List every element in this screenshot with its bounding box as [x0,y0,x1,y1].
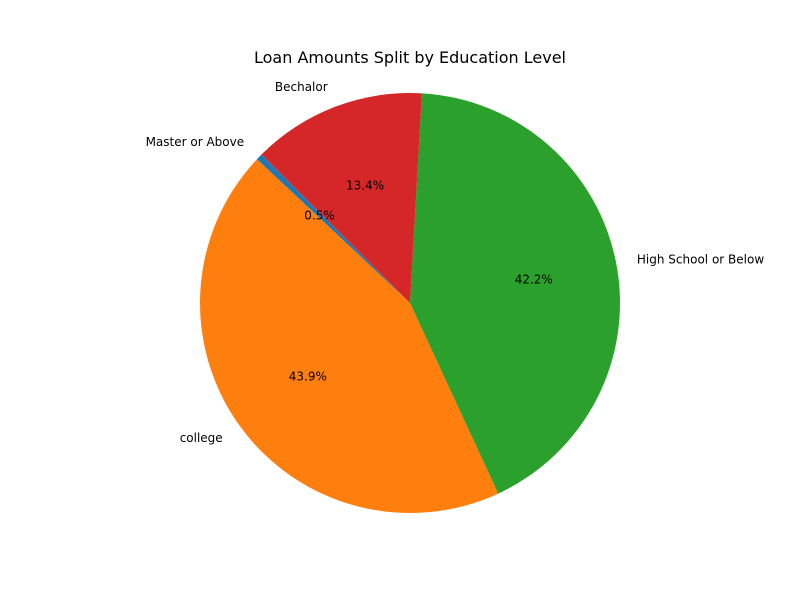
pie-slice-high-school-or-below [410,93,620,494]
slice-label-bechalor: Bechalor [275,80,328,94]
slice-label-master-or-above: Master or Above [146,135,245,149]
pct-label-high-school-or-below: 42.2% [515,272,553,286]
pie-slice-college [199,159,499,513]
pie-slices [199,93,620,513]
pct-label-master-or-above: 0.5% [304,208,335,222]
pie-slice-bechalor [261,93,422,303]
slice-label-high-school-or-below: High School or Below [637,253,764,267]
pct-label-bechalor: 13.4% [346,178,384,192]
pie-labels: 0.5% Master or Above 43.9% college 42.2% High… [146,80,765,445]
pct-label-college: 43.9% [289,370,327,384]
chart-title: Loan Amounts Split by Education Level [254,48,566,67]
pie-slice-master-or-above [256,154,410,303]
slice-label-college: college [180,431,223,445]
